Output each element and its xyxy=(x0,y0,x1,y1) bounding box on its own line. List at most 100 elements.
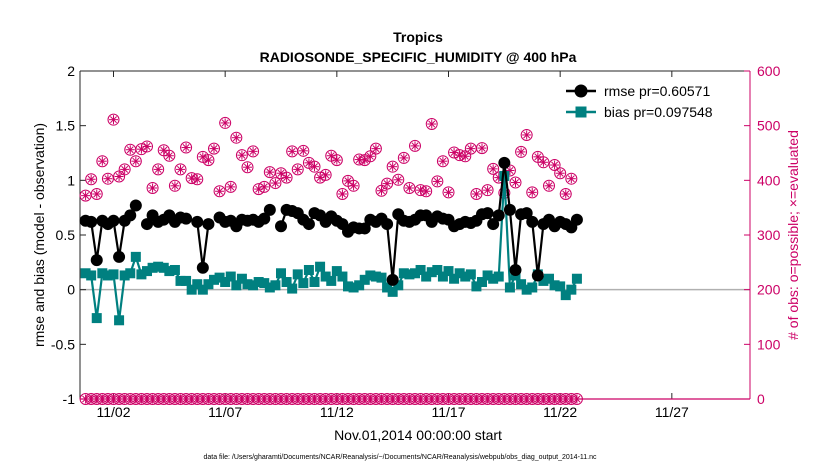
obs-evaluated-point xyxy=(550,160,560,170)
bias-point xyxy=(410,268,420,279)
obs-evaluated-point xyxy=(377,186,386,196)
asterisk-stroke xyxy=(517,148,525,156)
bias-point xyxy=(158,262,169,273)
rmse-point xyxy=(358,222,371,235)
asterisk-stroke xyxy=(232,134,240,142)
obs-evaluated-point xyxy=(332,155,342,165)
bias-point xyxy=(220,277,231,288)
y-tick-label: 0 xyxy=(67,282,75,298)
asterisk-stroke xyxy=(489,165,497,173)
bias-point xyxy=(354,280,365,291)
asterisk-stroke xyxy=(238,151,246,159)
bias-point xyxy=(259,278,270,289)
obs-evaluated-point xyxy=(310,162,319,172)
bias-point xyxy=(320,271,331,282)
bias-point xyxy=(516,279,527,290)
series-layer xyxy=(79,156,583,326)
obs-evaluated-point xyxy=(393,175,403,185)
obs-evaluated-point xyxy=(298,146,308,156)
obs-possible-point xyxy=(269,177,282,190)
obs-evaluated-point xyxy=(265,167,275,177)
x-tick-label: 11/27 xyxy=(655,404,689,420)
legend-rmse-label: rmse pr=0.60571 xyxy=(604,83,710,99)
rmse-point xyxy=(107,214,120,227)
asterisk-stroke xyxy=(221,119,229,127)
asterisk-stroke xyxy=(472,190,480,198)
obs-evaluated-point xyxy=(226,182,236,192)
obs-evaluated-point xyxy=(153,164,163,174)
bias-point xyxy=(276,268,286,279)
legend-bias-marker xyxy=(575,106,587,118)
rmse-point xyxy=(509,263,522,276)
y-right-tick-label: 400 xyxy=(757,172,781,188)
obs-evaluated-point xyxy=(170,181,180,191)
legend-box xyxy=(556,78,744,122)
obs-evaluated-point xyxy=(270,178,280,188)
asterisk-stroke xyxy=(126,146,134,154)
asterisk-stroke xyxy=(305,159,313,167)
y-right-tick-label: 100 xyxy=(757,336,781,352)
bias-point xyxy=(142,266,152,277)
obs-evaluated-point xyxy=(81,191,91,201)
asterisk-stroke xyxy=(243,163,252,171)
asterisk-stroke xyxy=(400,154,408,162)
asterisk-stroke xyxy=(143,142,151,150)
obs-possible-point xyxy=(392,173,405,186)
bias-point xyxy=(449,273,460,284)
asterisk-stroke xyxy=(249,147,257,155)
bias-point xyxy=(382,282,393,293)
x-tick-label: 11/12 xyxy=(320,404,354,420)
asterisk-stroke xyxy=(149,184,157,192)
obs-evaluated-point xyxy=(488,164,498,174)
rmse-point xyxy=(85,215,98,228)
bias-point xyxy=(499,170,510,181)
bias-point xyxy=(538,275,549,286)
asterisk-stroke xyxy=(366,152,374,160)
obs-evaluated-point xyxy=(109,115,118,125)
x-tick-label: 11/07 xyxy=(208,404,242,420)
asterisk-stroke xyxy=(333,156,341,164)
obs-evaluated-point xyxy=(321,170,331,180)
y-right-tick-label: 200 xyxy=(757,282,781,298)
obs-evaluated-point xyxy=(533,152,543,162)
obs-possible-point xyxy=(487,162,500,175)
obs-possible-point xyxy=(208,142,220,155)
asterisk-stroke xyxy=(562,190,570,198)
obs-evaluated-point xyxy=(566,174,576,184)
rmse-point xyxy=(520,207,533,220)
obs-possible-point xyxy=(330,154,343,167)
asterisk-stroke xyxy=(288,147,296,155)
bias-point xyxy=(443,266,454,277)
bias-point xyxy=(527,282,538,293)
asterisk-stroke xyxy=(310,163,319,171)
asterisk-stroke xyxy=(104,175,112,183)
obs-evaluated-point xyxy=(365,151,375,161)
rmse-point xyxy=(113,250,126,263)
y-axis-label: rmse and bias (model - observation) xyxy=(31,123,47,347)
asterisk-stroke xyxy=(405,184,413,192)
obs-evaluated-point xyxy=(97,156,107,166)
bias-point xyxy=(454,268,465,279)
obs-possible-point xyxy=(409,139,421,152)
obs-evaluated-point xyxy=(349,181,359,191)
obs-possible-point xyxy=(163,149,176,162)
bias-point xyxy=(264,282,275,293)
obs-evaluated-point xyxy=(410,141,420,151)
obs-possible-point xyxy=(297,144,310,157)
obs-possible-point xyxy=(476,142,488,155)
obs-possible-point xyxy=(308,160,321,173)
obs-evaluated-point xyxy=(561,189,571,199)
obs-evaluated-point xyxy=(382,179,392,189)
obs-evaluated-point xyxy=(287,146,297,156)
obs-possible-point xyxy=(247,145,260,158)
asterisk-stroke xyxy=(411,142,419,150)
y-tick-label: 1 xyxy=(67,172,75,188)
asterisk-stroke xyxy=(389,163,397,171)
x-tick-label: 11/02 xyxy=(97,404,131,420)
asterisk-stroke xyxy=(322,171,330,179)
bias-point xyxy=(209,274,219,285)
asterisk-stroke xyxy=(121,165,129,173)
obs-possible-point xyxy=(381,177,394,190)
y-tick-label: 2 xyxy=(67,63,75,79)
bias-point xyxy=(432,264,443,275)
